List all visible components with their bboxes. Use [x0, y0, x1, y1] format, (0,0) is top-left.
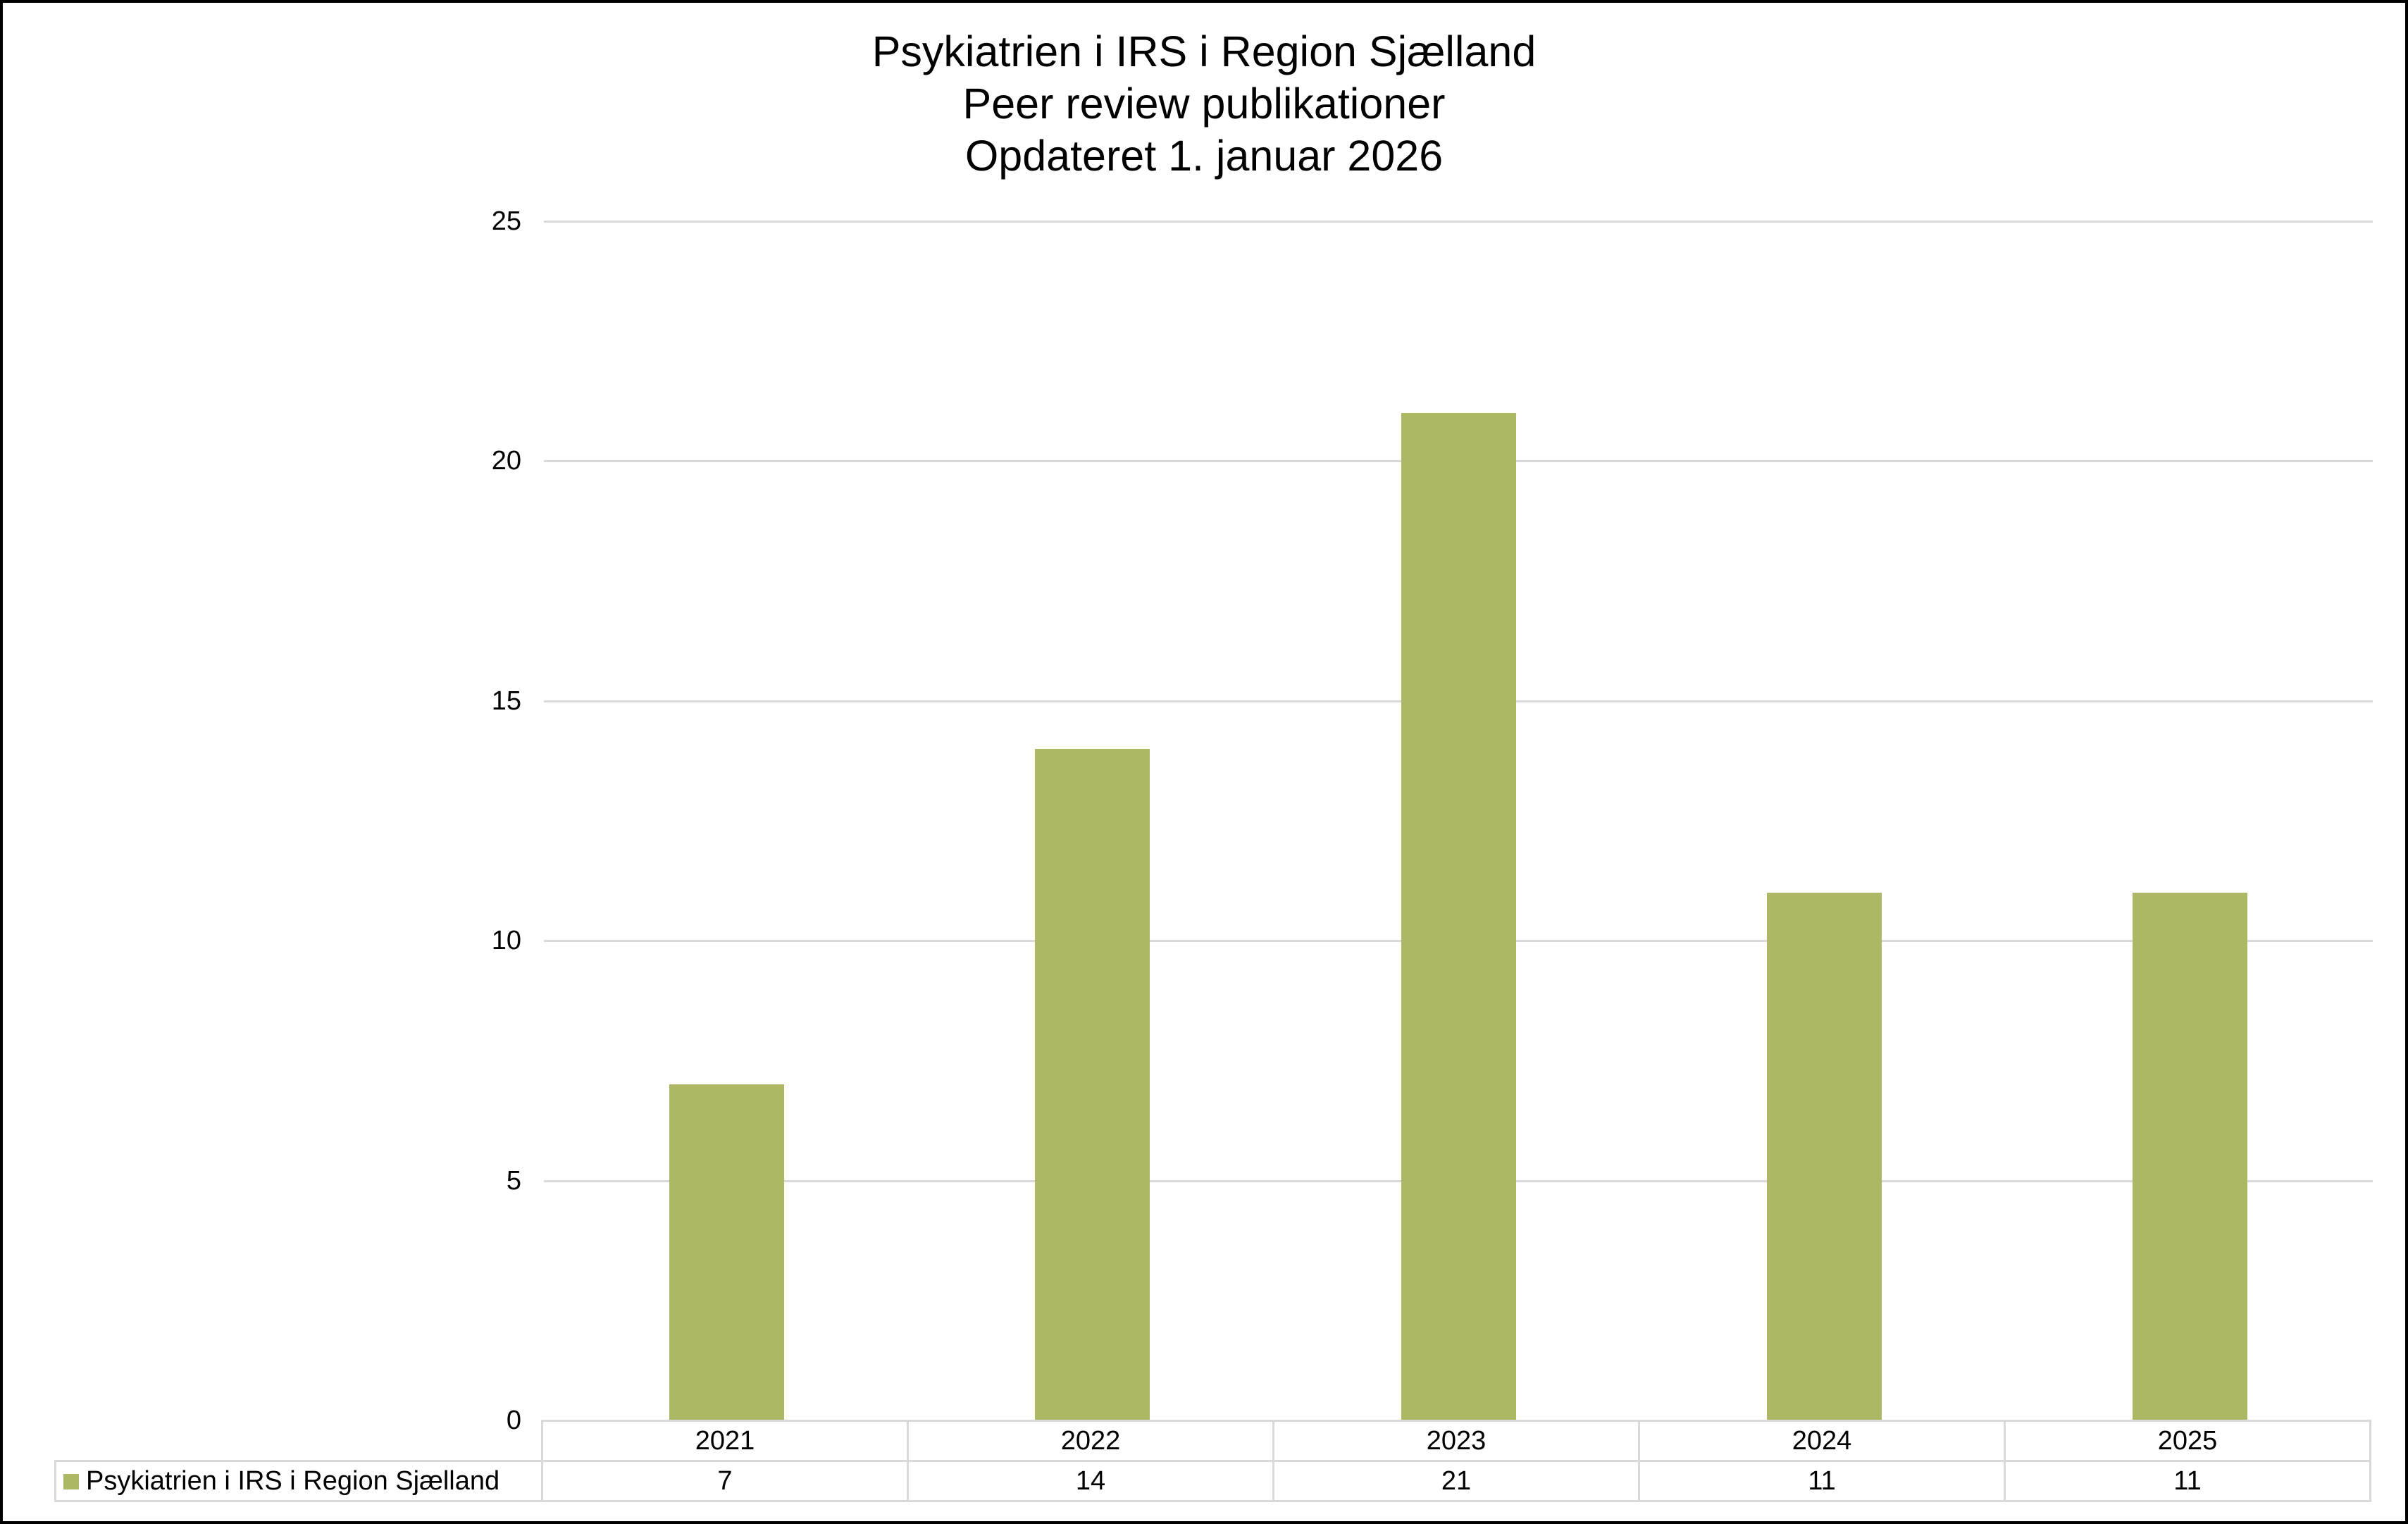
legend-label: Psykiatrien i IRS i Region Sjælland [86, 1466, 500, 1496]
table-category: 2024 [1638, 1420, 2006, 1462]
legend-entry: Psykiatrien i IRS i Region Sjælland [54, 1460, 543, 1502]
table-value: 11 [2004, 1460, 2371, 1502]
title-line-3: Opdateret 1. januar 2026 [964, 132, 1444, 180]
y-tick-20: 20 [491, 446, 521, 476]
table-category: 2025 [2004, 1420, 2371, 1462]
table-header-row: 2021 2022 2023 2024 2025 [55, 1420, 2371, 1462]
bar-2025 [2132, 893, 2247, 1420]
table-category: 2022 [907, 1420, 1274, 1462]
table-row: Psykiatrien i IRS i Region Sjælland 7 14… [54, 1460, 2371, 1502]
table-category: 2023 [1272, 1420, 1640, 1462]
table-category: 2021 [541, 1420, 909, 1462]
bar-2021 [669, 1084, 785, 1420]
legend-swatch-icon [63, 1474, 79, 1490]
gridline-25 [544, 221, 2373, 223]
table-value: 7 [541, 1460, 909, 1502]
table-corner [55, 1420, 543, 1462]
chart-title: Psykiatrien i IRS i Region Sjælland Peer… [0, 25, 2408, 182]
y-tick-15: 15 [491, 686, 521, 716]
title-line-1: Psykiatrien i IRS i Region Sjælland [871, 27, 1537, 75]
y-tick-10: 10 [491, 926, 521, 955]
bar-2022 [1035, 748, 1150, 1420]
title-line-2: Peer review publikationer [962, 80, 1446, 128]
bar-2024 [1766, 893, 1882, 1420]
y-tick-25: 25 [491, 206, 521, 236]
table-value: 21 [1272, 1460, 1640, 1502]
table-value: 14 [907, 1460, 1274, 1502]
table-value: 11 [1638, 1460, 2006, 1502]
y-tick-5: 5 [506, 1166, 521, 1196]
bar-2023 [1401, 413, 1516, 1420]
data-table: 2021 2022 2023 2024 2025 Psykiatrien i I… [54, 1420, 2371, 1502]
